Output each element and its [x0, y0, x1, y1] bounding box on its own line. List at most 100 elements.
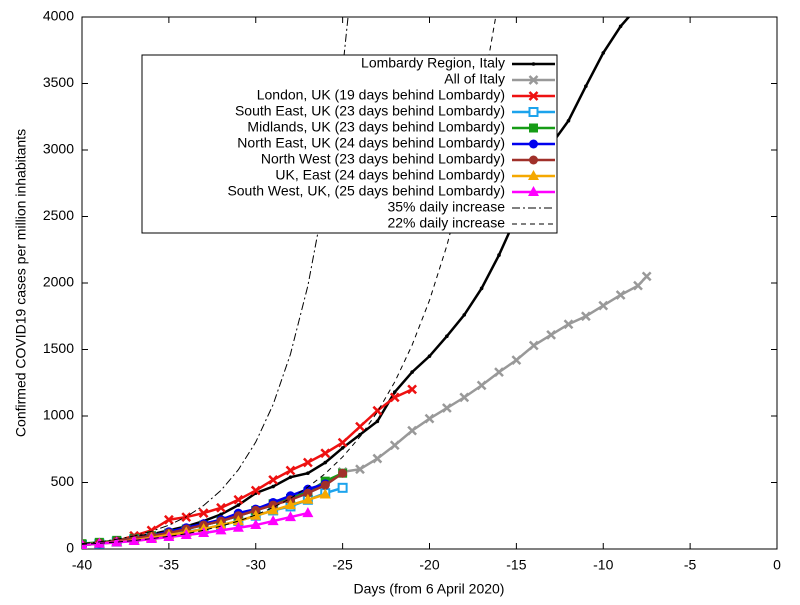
marker	[146, 533, 157, 544]
legend-label: North East, UK (24 days behind Lombardy)	[237, 135, 505, 151]
x-tick-label: -25	[333, 557, 353, 573]
marker	[584, 84, 588, 88]
marker	[250, 509, 262, 520]
marker	[337, 437, 348, 448]
marker	[633, 280, 643, 291]
marker	[267, 504, 279, 515]
marker	[462, 313, 467, 317]
legend-label: South East, UK (23 days behind Lombardy)	[235, 103, 505, 119]
marker	[389, 440, 400, 451]
marker	[528, 340, 539, 351]
marker	[511, 355, 522, 366]
legend-label: 35% daily increase	[387, 199, 505, 215]
marker	[580, 311, 591, 322]
y-tick-label: 2000	[43, 274, 74, 290]
series-line	[342, 275, 648, 474]
marker	[232, 521, 244, 532]
legend-label: UK, East (24 days behind Lombardy)	[275, 167, 505, 183]
marker	[93, 537, 105, 548]
marker	[601, 51, 606, 55]
marker	[615, 290, 626, 300]
marker	[319, 488, 331, 499]
x-tick-label: -5	[684, 557, 697, 573]
marker	[233, 494, 244, 505]
y-tick-label: 3500	[43, 74, 74, 90]
marker	[338, 468, 348, 478]
marker	[531, 62, 536, 66]
legend-label: 22% daily increase	[387, 215, 505, 231]
y-tick-label: 3000	[43, 141, 74, 157]
marker	[216, 502, 226, 513]
marker	[528, 186, 539, 196]
marker	[528, 91, 539, 101]
legend-label: South West, UK, (25 days behind Lombardy…	[227, 183, 505, 199]
plot-area	[82, 5, 652, 549]
marker	[427, 354, 432, 358]
marker	[236, 503, 241, 507]
marker	[215, 524, 227, 535]
marker	[410, 370, 414, 374]
marker	[268, 474, 279, 485]
marker	[285, 499, 296, 510]
marker	[219, 512, 223, 517]
marker	[407, 425, 418, 436]
marker	[267, 515, 279, 526]
x-tick-label: -30	[246, 557, 266, 573]
marker	[198, 508, 209, 518]
marker	[250, 519, 262, 530]
marker	[306, 471, 310, 475]
marker	[494, 367, 504, 377]
series-line	[82, 472, 344, 545]
marker	[528, 75, 539, 85]
marker	[441, 403, 452, 413]
marker	[529, 123, 538, 133]
marker	[288, 475, 293, 479]
marker	[529, 139, 538, 149]
marker	[618, 24, 623, 29]
marker	[163, 531, 175, 542]
legend-box	[141, 54, 558, 234]
marker	[459, 392, 470, 403]
legend-label: Lombardy Region, Italy	[361, 55, 505, 71]
marker	[285, 511, 296, 522]
marker	[340, 446, 345, 450]
x-tick-label: -20	[419, 557, 439, 573]
marker	[641, 271, 652, 282]
marker	[355, 464, 365, 475]
marker	[636, 5, 640, 9]
marker	[111, 536, 123, 547]
x-tick-label: -35	[159, 557, 179, 573]
marker	[82, 539, 88, 549]
marker	[598, 300, 609, 311]
y-tick-label: 1500	[43, 340, 74, 356]
marker	[303, 488, 313, 498]
y-tick-label: 500	[51, 473, 75, 489]
marker	[271, 484, 275, 489]
marker	[392, 390, 397, 394]
marker	[497, 253, 501, 257]
marker	[528, 170, 539, 180]
y-tick-label: 4000	[43, 8, 74, 24]
x-axis-label: Days (from 6 April 2020)	[354, 581, 505, 597]
marker	[389, 392, 400, 403]
marker	[372, 453, 383, 464]
marker	[424, 413, 435, 424]
marker	[529, 155, 538, 165]
marker	[285, 465, 296, 476]
x-tick-label: -10	[593, 557, 613, 573]
marker	[528, 107, 539, 117]
y-tick-label: 1000	[43, 407, 74, 423]
marker	[198, 527, 210, 538]
marker	[128, 535, 140, 546]
x-tick-label: -40	[72, 557, 92, 573]
y-axis-label: Confirmed COVID19 cases per million inha…	[13, 129, 29, 437]
marker	[566, 118, 571, 123]
legend-label: North West (23 days behind Lombardy)	[261, 151, 505, 167]
legend-label: Midlands, UK (23 days behind Lombardy)	[247, 119, 505, 135]
legend-label: London, UK (19 days behind Lombardy)	[257, 87, 505, 103]
y-tick-label: 0	[66, 540, 74, 556]
marker	[355, 421, 365, 432]
marker	[302, 457, 313, 468]
